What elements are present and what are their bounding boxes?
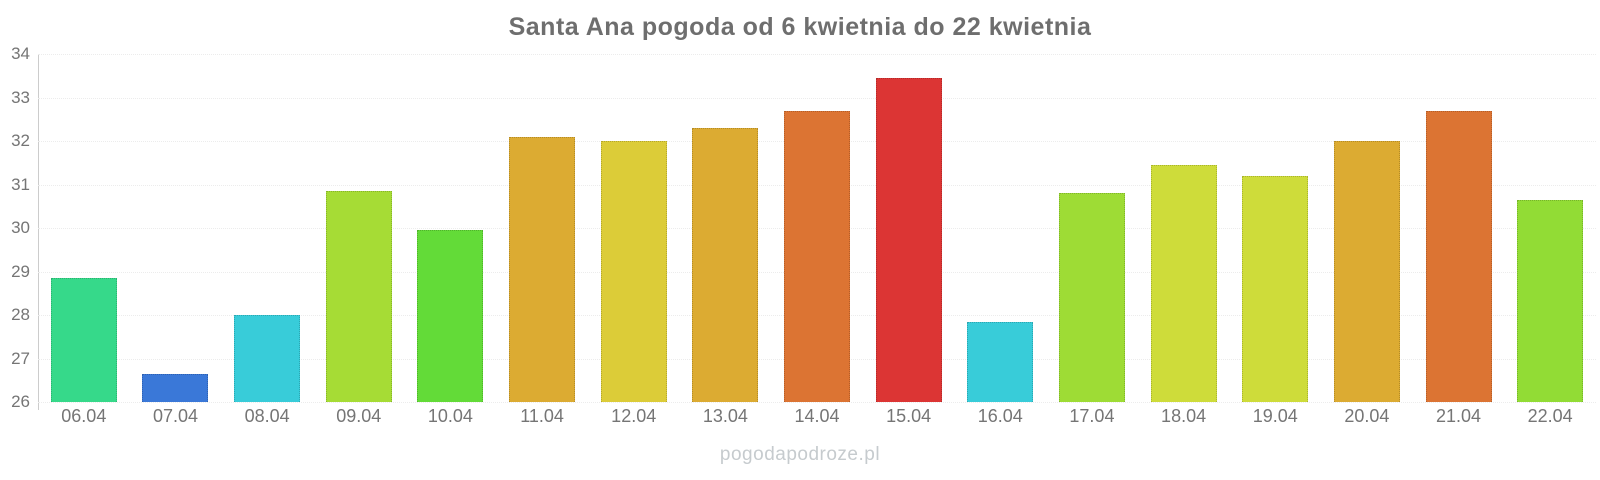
x-tick-label-18.04: 18.04: [1161, 406, 1207, 426]
x-tick-label-16.04: 16.04: [977, 406, 1023, 426]
bar-21.04[interactable]: [1425, 110, 1492, 402]
x-tick-label-20.04: 20.04: [1344, 406, 1390, 426]
x-tick-label-10.04: 10.04: [427, 406, 473, 426]
x-tick-label-15.04: 15.04: [886, 406, 932, 426]
y-tick-label-31: 31: [11, 174, 30, 194]
bar-15.04[interactable]: [875, 77, 942, 402]
bar-20.04[interactable]: [1333, 141, 1400, 402]
x-tick-label-12.04: 12.04: [611, 406, 657, 426]
y-tick-label-30: 30: [11, 218, 30, 237]
bar-18.04[interactable]: [1150, 164, 1217, 402]
x-tick-label-08.04: 08.04: [244, 406, 290, 426]
y-tick-label-28: 28: [11, 305, 30, 324]
gridline-34: [38, 54, 1596, 55]
bar-12.04[interactable]: [600, 141, 667, 402]
x-tick-label-22.04: 22.04: [1527, 406, 1573, 426]
y-tick-label-34: 34: [11, 44, 30, 63]
bar-10.04[interactable]: [417, 230, 484, 402]
bar-11.04[interactable]: [509, 136, 576, 402]
bar-14.04[interactable]: [784, 110, 850, 402]
x-axis-labels: 06.04 07.04 08.04 09.04 10.04 11.04 12.04 13.04…: [38, 406, 1596, 430]
bar-07.04[interactable]: [142, 373, 209, 402]
x-tick-label-14.04: 14.04: [794, 406, 840, 426]
bar-19.04[interactable]: [1242, 175, 1309, 402]
y-axis-labels: 26 27 28 29 30 31 32 33 34: [0, 44, 30, 411]
y-tick-label-32: 32: [11, 131, 30, 150]
y-tick-label-27: 27: [11, 348, 30, 368]
x-tick-label-13.04: 13.04: [702, 406, 748, 426]
x-tick-label-11.04: 11.04: [520, 406, 564, 426]
plot-area: [38, 54, 1596, 403]
x-tick-label-21.04: 21.04: [1435, 406, 1482, 426]
bar-22.04[interactable]: [1517, 199, 1584, 402]
bar-17.04[interactable]: [1058, 193, 1125, 402]
y-tick-label-29: 29: [11, 261, 30, 281]
y-tick-label-33: 33: [11, 87, 30, 107]
x-tick-label-17.04: 17.04: [1069, 406, 1115, 426]
bar-16.04[interactable]: [967, 321, 1034, 402]
bar-06.04[interactable]: [50, 278, 117, 402]
watermark-text: pogodapodroze.pl: [719, 444, 881, 465]
bar-13.04[interactable]: [692, 127, 759, 402]
gridline-26: [38, 402, 1596, 403]
x-tick-label-09.04: 09.04: [336, 406, 382, 426]
x-tick-label-07.04: 07.04: [152, 406, 198, 426]
x-tick-label-06.04: 06.04: [61, 406, 107, 426]
bar-08.04[interactable]: [234, 315, 301, 402]
y-tick-label-26: 26: [11, 392, 30, 411]
y-axis-line: [38, 54, 39, 410]
x-tick-label-19.04: 19.04: [1252, 406, 1298, 426]
chart-title: Santa Ana pogoda od 6 kwietnia do 22 kwi…: [508, 13, 1092, 41]
gridline-33: [38, 97, 1596, 99]
bar-09.04[interactable]: [325, 191, 392, 402]
